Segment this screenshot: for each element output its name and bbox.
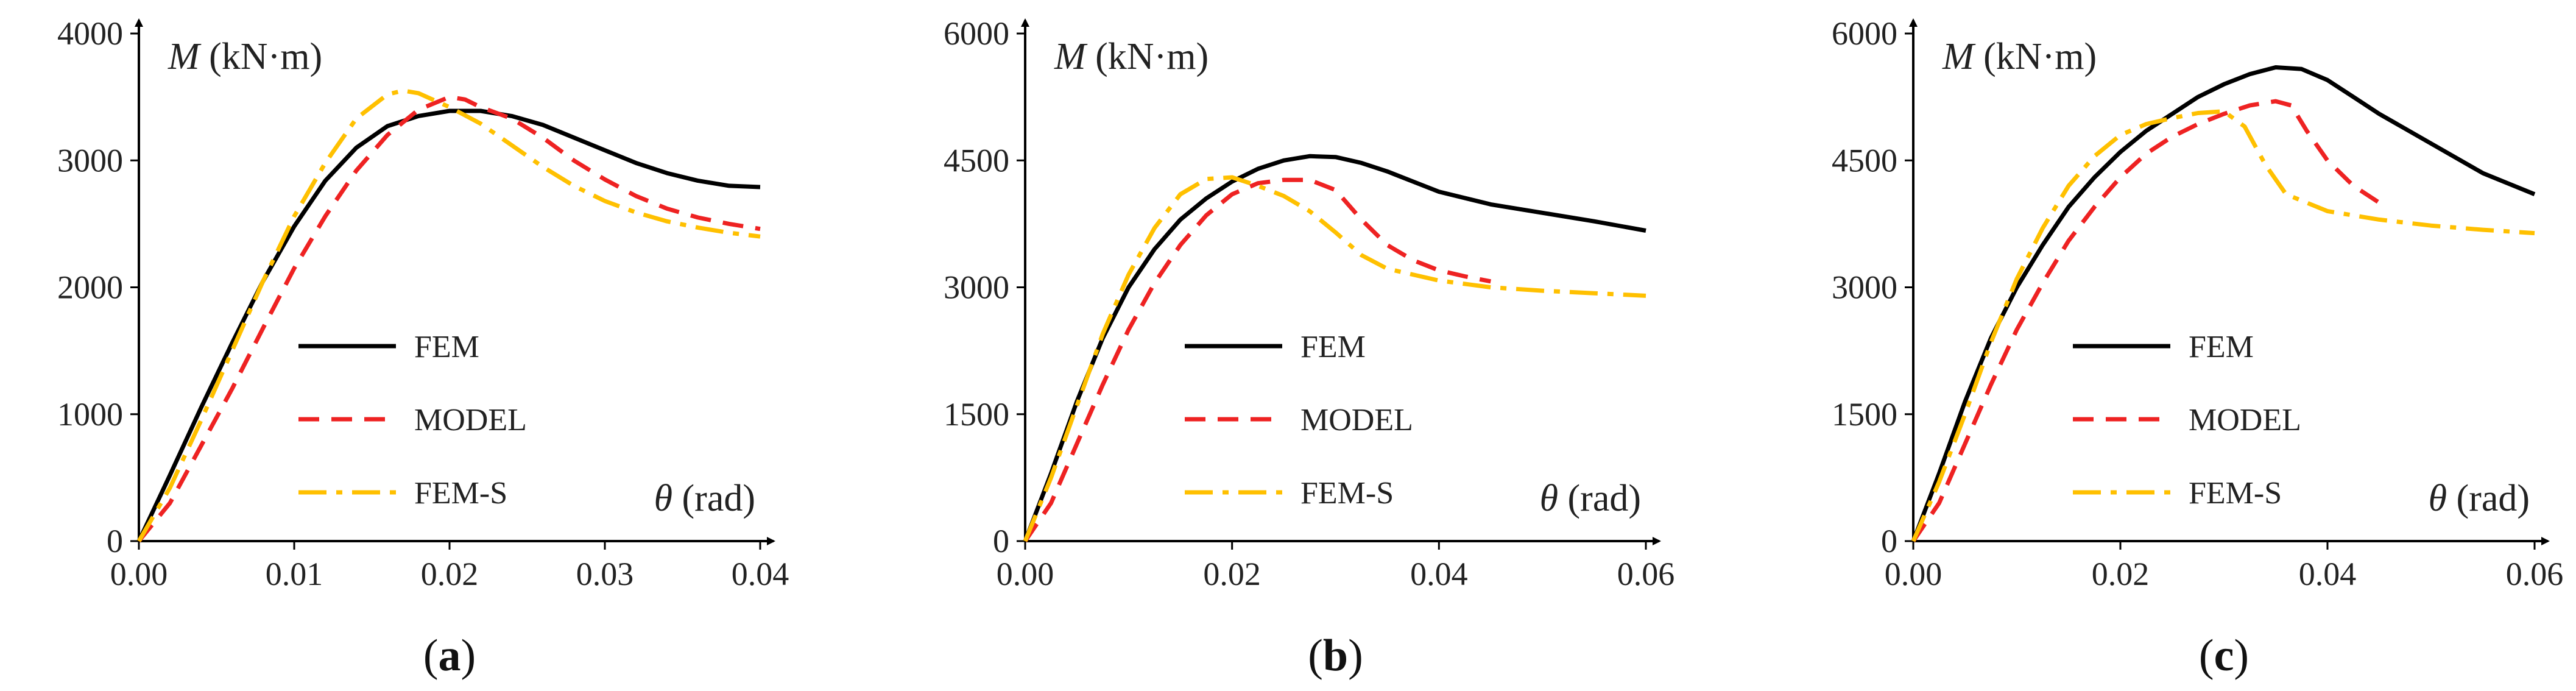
y-tick-label: 0 bbox=[993, 523, 1009, 559]
y-axis-title: M (kN·m) bbox=[1942, 36, 2097, 77]
x-tick-label: 0.04 bbox=[732, 556, 789, 592]
series-line-fem bbox=[1023, 154, 1646, 542]
panel-label-close: ) bbox=[1348, 631, 1363, 681]
legend-label-fem: FEM bbox=[414, 330, 479, 364]
legend-label-fem: FEM bbox=[2189, 330, 2254, 364]
y-axis-unit: (kN·m) bbox=[200, 36, 322, 77]
x-axis-unit: (rad) bbox=[672, 478, 755, 519]
y-axis-unit: (kN·m) bbox=[1974, 36, 2097, 77]
y-axis-symbol: M bbox=[168, 36, 202, 77]
y-tick-label: 4000 bbox=[57, 15, 123, 52]
y-tick-label: 1500 bbox=[944, 396, 1009, 433]
x-tick-label: 0.04 bbox=[2299, 556, 2357, 592]
legend-label-model: MODEL bbox=[1300, 403, 1413, 438]
y-tick-label: 3000 bbox=[944, 269, 1009, 306]
y-tick-label: 0 bbox=[1881, 523, 1897, 559]
panel-label-open: ( bbox=[1308, 631, 1323, 681]
y-tick-label: 1500 bbox=[1832, 396, 1897, 433]
legend-label-fem-s: FEM-S bbox=[414, 476, 507, 511]
panel-label-close: ) bbox=[2234, 631, 2249, 681]
series-line-fem-s bbox=[1023, 175, 1646, 542]
y-axis-title: M (kN·m) bbox=[1054, 36, 1209, 77]
x-tick-label: 0.04 bbox=[1410, 556, 1468, 592]
panel-label: (b) bbox=[1308, 631, 1363, 681]
panel-label: (c) bbox=[2199, 631, 2249, 681]
x-axis-unit: (rad) bbox=[2447, 478, 2530, 519]
x-tick-label: 0.00 bbox=[110, 556, 168, 592]
x-tick-label: 0.02 bbox=[421, 556, 479, 592]
panel-label-letter: c bbox=[2214, 631, 2234, 681]
x-tick-label: 0.00 bbox=[1885, 556, 1943, 592]
series-line-model bbox=[137, 94, 761, 543]
x-tick-label: 0.03 bbox=[576, 556, 634, 592]
series-line-model bbox=[1023, 177, 1491, 542]
y-tick-label: 4500 bbox=[944, 142, 1009, 179]
x-tick-label: 0.06 bbox=[1617, 556, 1675, 592]
legend-label-fem-s: FEM-S bbox=[2189, 476, 2282, 511]
y-tick-label: 6000 bbox=[1832, 15, 1897, 52]
y-tick-label: 1000 bbox=[57, 396, 123, 433]
legend-label-model: MODEL bbox=[2189, 403, 2301, 438]
chart-panel-b: 0.00 0.02 0.04 0.06 0 1500 3000 4500 6000 M (kN·m… bbox=[944, 15, 1674, 681]
legend-label-fem: FEM bbox=[1300, 330, 1366, 364]
y-tick-label: 0 bbox=[107, 523, 123, 559]
x-tick-label: 0.02 bbox=[1203, 556, 1261, 592]
y-tick-label: 4500 bbox=[1832, 142, 1897, 179]
y-axis-symbol: M bbox=[1054, 36, 1088, 77]
panel-label-close: ) bbox=[461, 631, 476, 681]
y-tick-label: 3000 bbox=[57, 142, 123, 179]
x-axis-title: θ (rad) bbox=[1540, 478, 1641, 519]
panel-label-letter: b bbox=[1323, 631, 1348, 681]
x-axis-symbol: θ bbox=[654, 478, 672, 519]
y-tick-label: 6000 bbox=[944, 15, 1009, 52]
x-axis-title: θ (rad) bbox=[2429, 478, 2530, 519]
chart-panel-a: 0.00 0.01 0.02 0.03 0.04 0 1000 2000 3000 4000 M (… bbox=[57, 15, 789, 681]
x-tick-label: 0.00 bbox=[997, 556, 1054, 592]
chart-panel-c: 0.00 0.02 0.04 0.06 0 1500 3000 4500 6000 M (kN·m… bbox=[1832, 15, 2563, 681]
panel-label: (a) bbox=[423, 631, 476, 681]
y-axis-title: M (kN·m) bbox=[168, 36, 322, 77]
panel-label-open: ( bbox=[2199, 631, 2214, 681]
y-tick-label: 2000 bbox=[57, 269, 123, 306]
panel-label-letter: a bbox=[439, 631, 461, 681]
x-tick-label: 0.01 bbox=[266, 556, 323, 592]
series-line-fem-s bbox=[1911, 109, 2535, 542]
x-axis-symbol: θ bbox=[2429, 478, 2447, 519]
x-axis-unit: (rad) bbox=[1558, 478, 1641, 519]
y-tick-label: 3000 bbox=[1832, 269, 1897, 306]
panel-label-open: ( bbox=[423, 631, 439, 681]
series-line-fem bbox=[1911, 65, 2536, 542]
x-axis-title: θ (rad) bbox=[654, 478, 755, 519]
x-axis-symbol: θ bbox=[1540, 478, 1558, 519]
x-tick-label: 0.06 bbox=[2506, 556, 2564, 592]
legend-label-model: MODEL bbox=[414, 403, 527, 438]
legend-label-fem-s: FEM-S bbox=[1300, 476, 1394, 511]
y-axis-symbol: M bbox=[1942, 36, 1976, 77]
y-axis-unit: (kN·m) bbox=[1086, 36, 1209, 77]
series-line-fem-s bbox=[136, 88, 761, 542]
series-line-model bbox=[1911, 99, 2380, 542]
x-tick-label: 0.02 bbox=[2092, 556, 2150, 592]
